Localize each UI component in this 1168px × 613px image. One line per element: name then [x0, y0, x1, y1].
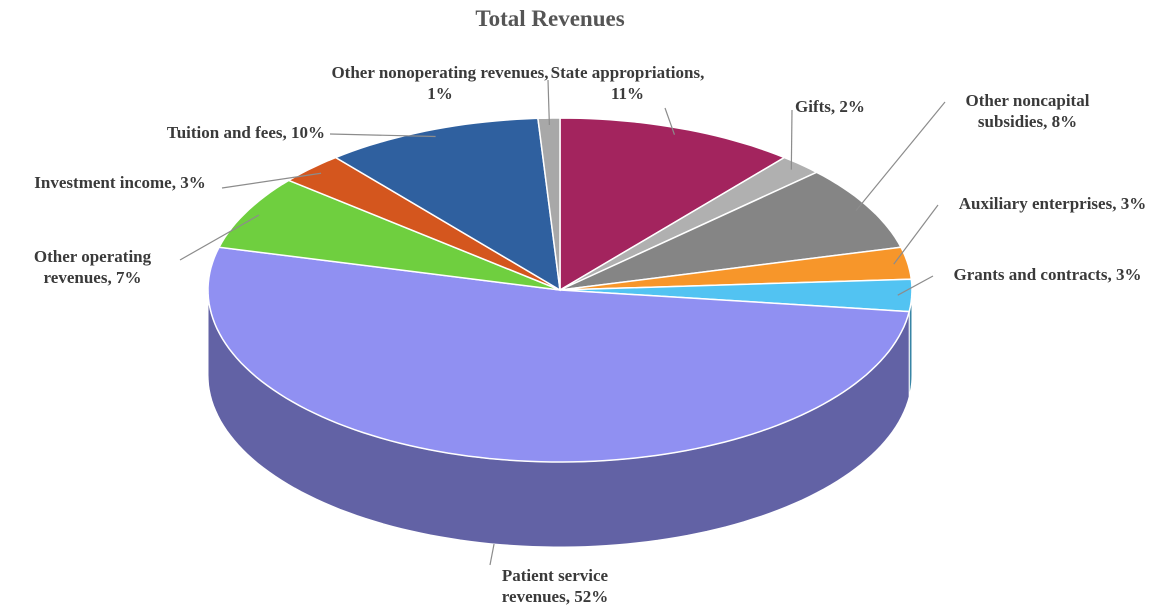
data-label: Grants and contracts, 3%	[953, 265, 1142, 284]
leader-line	[893, 204, 939, 265]
leader-line	[329, 133, 436, 138]
data-label: Gifts, 2%	[795, 97, 865, 116]
data-label: Investment income, 3%	[34, 173, 206, 192]
leader-line	[547, 79, 550, 125]
data-label: Other nonoperating revenues, 1%	[331, 63, 549, 103]
slice	[287, 156, 561, 291]
leader-line	[179, 214, 260, 261]
slice	[559, 246, 913, 291]
leader-line	[489, 543, 495, 566]
leader-line	[664, 107, 676, 135]
data-label: Other noncapital subsidies, 8%	[965, 91, 1090, 131]
leader-line	[855, 101, 946, 211]
chart-title: Total Revenues	[475, 6, 625, 31]
data-label: Auxiliary enterprises, 3%	[958, 194, 1147, 213]
data-label: Patient service revenues, 52%	[501, 566, 609, 606]
leader-line	[790, 109, 793, 170]
data-label: State appropriations, 11%	[550, 63, 705, 103]
slice	[217, 179, 561, 291]
data-label: Tuition and fees, 10%	[166, 123, 325, 142]
leader-line	[221, 172, 322, 189]
slice	[333, 117, 561, 292]
slice	[559, 117, 787, 292]
data-label: Other operating revenues, 7%	[33, 247, 152, 287]
slice	[559, 278, 913, 313]
slice	[559, 171, 903, 291]
slice	[559, 156, 819, 291]
slice	[207, 246, 911, 463]
leader-line	[897, 275, 934, 296]
